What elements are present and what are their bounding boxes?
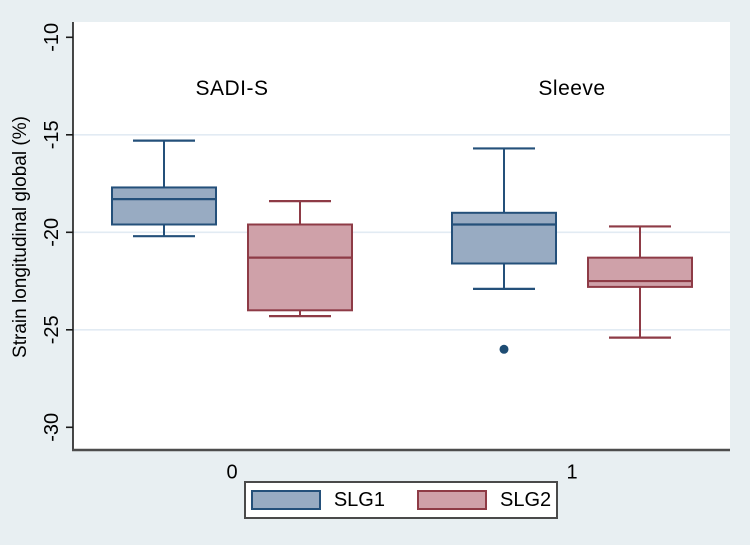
legend-label-slg1: SLG1 [333,488,385,511]
iqr-box [451,211,557,265]
y-tick-label: -25 [41,315,63,344]
group-annotation-sadis: SADI-S [195,77,269,100]
legend-swatch-slg1 [250,490,321,510]
legend-swatch-slg2 [417,490,487,510]
legend-entry-slg2: SLG2 [417,489,551,512]
iqr-box [247,223,353,312]
x-tick-label-0: 0 [226,461,238,484]
box-slg2-group-1 [587,225,693,339]
iqr-box [111,186,217,226]
y-tick-label: -30 [41,413,63,442]
legend-entry-slg1: SLG1 [250,488,385,512]
outlier-point [499,344,509,354]
y-tick-label: -15 [41,120,63,149]
box-slg1-group-1 [451,147,557,354]
x-tick-label-1: 1 [566,461,578,484]
iqr-box [587,256,693,288]
box-slg2-group-0 [247,200,353,318]
legend: SLG1 SLG2 [244,481,558,519]
y-axis-title: Strain longitudinal global (%) [10,116,31,358]
legend-label-slg2: SLG2 [500,488,552,511]
box-slg1-group-0 [111,139,217,238]
group-annotation-sleeve: Sleeve [538,77,606,100]
y-tick-label: -20 [41,218,63,247]
y-tick-label: -10 [41,23,63,52]
